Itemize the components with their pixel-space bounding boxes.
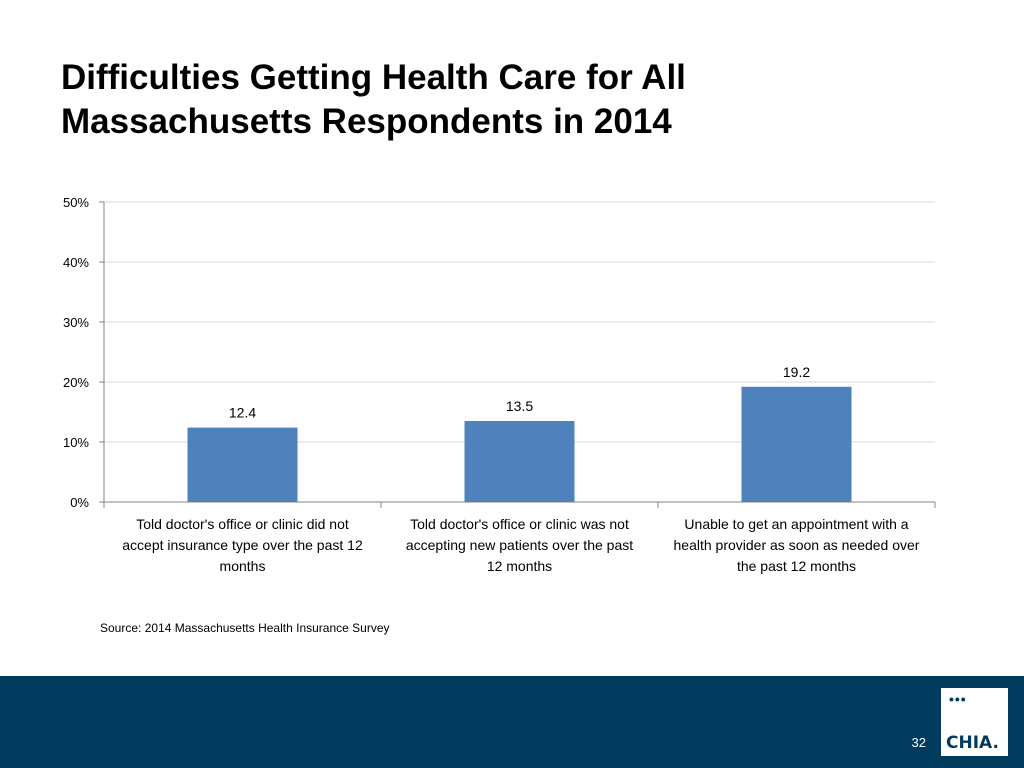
x-tick-label: the past 12 months xyxy=(737,558,856,574)
title-line-1: Difficulties Getting Health Care for All xyxy=(61,58,686,97)
x-tick-label: accepting new patients over the past xyxy=(406,537,633,553)
bar xyxy=(741,386,852,502)
footer-bar xyxy=(0,676,1024,768)
y-tick-label: 20% xyxy=(63,375,89,390)
x-tick-label: Unable to get an appointment with a xyxy=(684,516,908,532)
data-label: 19.2 xyxy=(783,364,810,380)
x-tick-label: health provider as soon as needed over xyxy=(674,537,920,553)
y-tick-label: 40% xyxy=(63,255,89,270)
x-tick-label: Told doctor's office or clinic was not xyxy=(410,516,629,532)
logo-dots: ••• xyxy=(949,691,967,707)
y-tick-label: 50% xyxy=(63,195,89,210)
chia-logo: ••• CHIA. xyxy=(941,688,1008,756)
y-tick-label: 0% xyxy=(70,495,89,510)
bar xyxy=(187,427,298,502)
data-label: 13.5 xyxy=(506,398,533,414)
source-note: Source: 2014 Massachusetts Health Insura… xyxy=(100,621,390,635)
data-label: 12.4 xyxy=(229,405,256,421)
bar xyxy=(464,421,575,502)
x-tick-label: 12 months xyxy=(487,558,552,574)
x-tick-label: Told doctor's office or clinic did not xyxy=(136,516,349,532)
x-tick-label: months xyxy=(220,558,266,574)
bar-chart: 0% 10% 20% 30% 40% 50% 12.4 Told doctor's offic… xyxy=(63,195,936,574)
y-tick-label: 30% xyxy=(63,315,89,330)
page-title: Difficulties Getting Health Care for All… xyxy=(61,56,861,144)
page-number: 32 xyxy=(911,735,926,750)
x-tick-label: accept insurance type over the past 12 xyxy=(122,537,363,553)
logo-text: CHIA. xyxy=(946,733,999,753)
title-line-2: Massachusetts Respondents in 2014 xyxy=(61,102,672,141)
y-tick-label: 10% xyxy=(63,435,89,450)
